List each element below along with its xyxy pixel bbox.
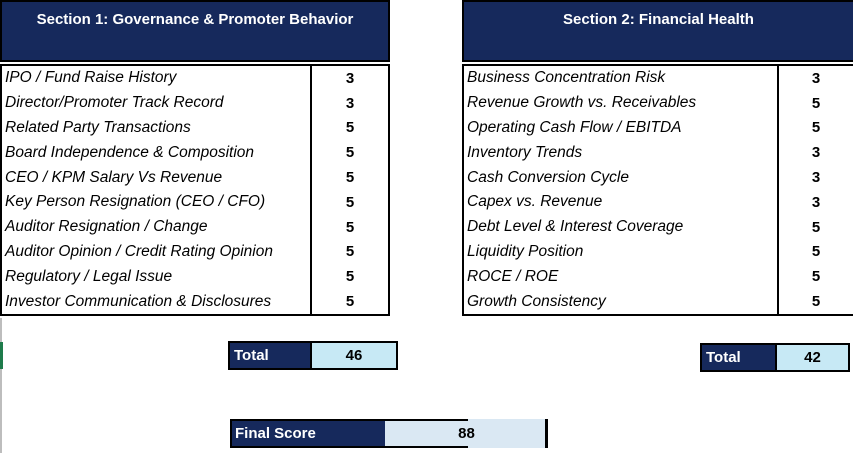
table-row: Director/Promoter Track Record 3 bbox=[2, 90, 388, 116]
section2-table: Business Concentration Risk 3 Revenue Gr… bbox=[462, 64, 853, 316]
score-cell[interactable]: 3 bbox=[777, 165, 853, 190]
score-cell[interactable]: 5 bbox=[310, 214, 388, 240]
score-cell[interactable]: 3 bbox=[310, 66, 388, 91]
section2-total-label: Total bbox=[702, 345, 775, 370]
table-row: Auditor Opinion / Credit Rating Opinion … bbox=[2, 239, 388, 265]
score-cell[interactable]: 5 bbox=[777, 90, 853, 116]
section1-total-label: Total bbox=[230, 343, 310, 368]
criterion-label: Debt Level & Interest Coverage bbox=[467, 218, 684, 236]
table-row: Revenue Growth vs. Receivables 5 bbox=[464, 90, 853, 116]
criterion-label: Revenue Growth vs. Receivables bbox=[467, 94, 697, 112]
criterion-label: CEO / KPM Salary Vs Revenue bbox=[5, 168, 223, 186]
sheet-edge-gridline bbox=[0, 318, 2, 453]
table-row: Board Independence & Composition 5 bbox=[2, 140, 388, 166]
table-row: ROCE / ROE 5 bbox=[464, 264, 853, 290]
score-cell[interactable]: 3 bbox=[310, 90, 388, 116]
score-cell[interactable]: 5 bbox=[310, 165, 388, 190]
final-score-value[interactable]: 88 bbox=[458, 425, 475, 442]
score-cell[interactable]: 5 bbox=[310, 140, 388, 166]
section1-title: Section 1: Governance & Promoter Behavio… bbox=[36, 11, 354, 28]
criterion-label: IPO / Fund Raise History bbox=[5, 69, 177, 87]
criterion-label: Auditor Resignation / Change bbox=[5, 218, 208, 236]
table-row: Regulatory / Legal Issue 5 bbox=[2, 264, 388, 290]
table-row: Growth Consistency 5 bbox=[464, 289, 853, 314]
criterion-label: Related Party Transactions bbox=[5, 118, 191, 136]
section1-table: IPO / Fund Raise History 3 Director/Prom… bbox=[0, 64, 390, 316]
final-score-fill bbox=[383, 419, 548, 448]
score-cell[interactable]: 3 bbox=[777, 140, 853, 166]
criterion-label: Investor Communication & Disclosures bbox=[5, 292, 272, 310]
section1-total-value[interactable]: 46 bbox=[310, 343, 396, 368]
score-cell[interactable]: 3 bbox=[777, 189, 853, 215]
score-cell[interactable]: 5 bbox=[777, 239, 853, 265]
table-row: Investor Communication & Disclosures 5 bbox=[2, 289, 388, 314]
table-row: Business Concentration Risk 3 bbox=[464, 66, 853, 91]
gridline-tick bbox=[545, 419, 548, 448]
score-cell[interactable]: 5 bbox=[777, 214, 853, 240]
section1-total-box: Total 46 bbox=[228, 341, 398, 370]
score-cell[interactable]: 5 bbox=[310, 264, 388, 290]
score-cell[interactable]: 5 bbox=[310, 115, 388, 141]
criterion-label: ROCE / ROE bbox=[467, 267, 559, 285]
score-cell[interactable]: 5 bbox=[777, 264, 853, 290]
criterion-label: Operating Cash Flow / EBITDA bbox=[467, 118, 682, 136]
criterion-label: Key Person Resignation (CEO / CFO) bbox=[5, 193, 266, 211]
table-row: Inventory Trends 3 bbox=[464, 140, 853, 166]
table-row: Cash Conversion Cycle 3 bbox=[464, 165, 853, 190]
table-row: Capex vs. Revenue 3 bbox=[464, 189, 853, 215]
criterion-label: Inventory Trends bbox=[467, 143, 583, 161]
criterion-label: Board Independence & Composition bbox=[5, 143, 255, 161]
criterion-label: Auditor Opinion / Credit Rating Opinion bbox=[5, 242, 273, 260]
criterion-label: Liquidity Position bbox=[467, 242, 584, 260]
section2-total-box: Total 42 bbox=[700, 343, 850, 372]
final-score-label: Final Score bbox=[230, 419, 385, 448]
table-row: Operating Cash Flow / EBITDA 5 bbox=[464, 115, 853, 141]
section2-title: Section 2: Financial Health bbox=[563, 11, 754, 28]
section2-total-value[interactable]: 42 bbox=[775, 345, 848, 370]
score-cell[interactable]: 5 bbox=[310, 239, 388, 265]
criterion-label: Regulatory / Legal Issue bbox=[5, 267, 173, 285]
table-row: IPO / Fund Raise History 3 bbox=[2, 66, 388, 91]
score-cell[interactable]: 5 bbox=[777, 115, 853, 141]
section1-header: Section 1: Governance & Promoter Behavio… bbox=[0, 0, 390, 62]
table-row: Auditor Resignation / Change 5 bbox=[2, 214, 388, 240]
table-row: Liquidity Position 5 bbox=[464, 239, 853, 265]
score-cell[interactable]: 5 bbox=[310, 289, 388, 314]
section2-header: Section 2: Financial Health bbox=[462, 0, 853, 62]
criterion-label: Growth Consistency bbox=[467, 292, 606, 310]
cutoff-green-cell bbox=[0, 342, 3, 369]
table-row: Related Party Transactions 5 bbox=[2, 115, 388, 141]
table-row: Debt Level & Interest Coverage 5 bbox=[464, 214, 853, 240]
table-row: CEO / KPM Salary Vs Revenue 5 bbox=[2, 165, 388, 190]
criterion-label: Capex vs. Revenue bbox=[467, 193, 603, 211]
score-cell[interactable]: 5 bbox=[777, 289, 853, 314]
table-row: Key Person Resignation (CEO / CFO) 5 bbox=[2, 189, 388, 215]
score-cell[interactable]: 3 bbox=[777, 66, 853, 91]
criterion-label: Director/Promoter Track Record bbox=[5, 94, 224, 112]
criterion-label: Cash Conversion Cycle bbox=[467, 168, 629, 186]
score-cell[interactable]: 5 bbox=[310, 189, 388, 215]
final-score-box: Final Score 88 bbox=[230, 419, 548, 448]
criterion-label: Business Concentration Risk bbox=[467, 69, 666, 87]
